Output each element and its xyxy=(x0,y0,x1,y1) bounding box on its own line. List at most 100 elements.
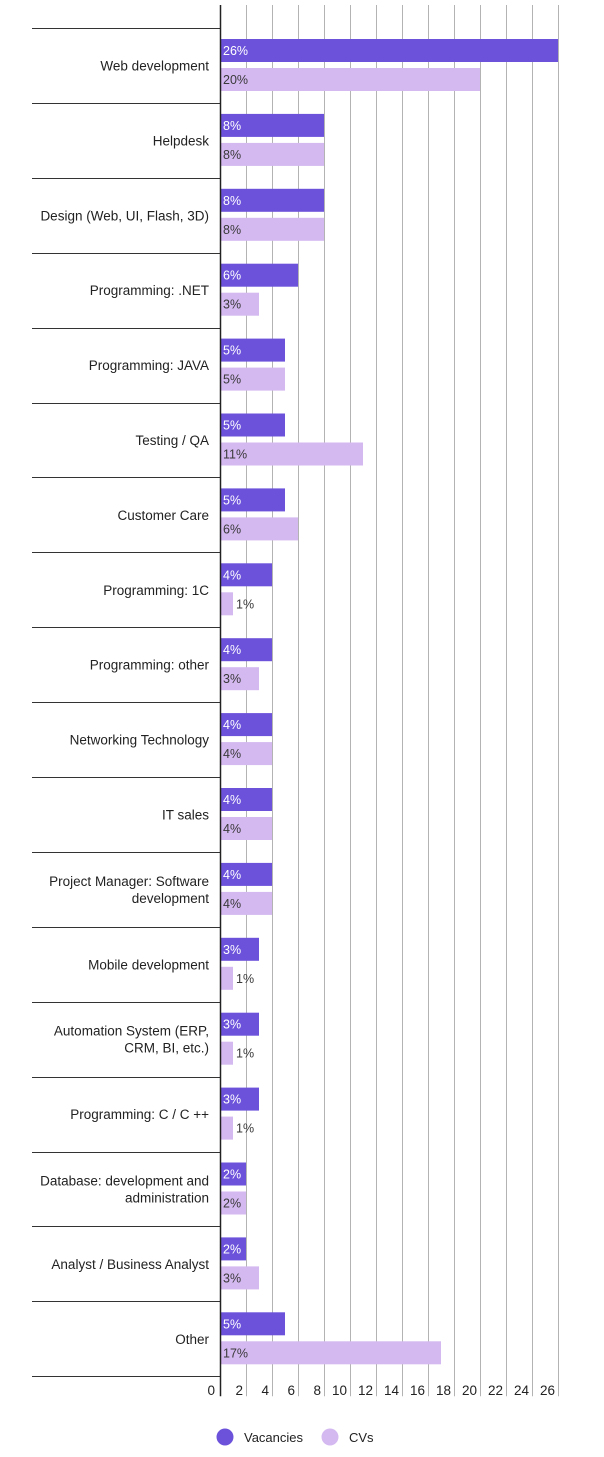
x-tick-label: 14 xyxy=(384,1383,400,1398)
vacancies-bar xyxy=(220,638,272,662)
vacancies-bar xyxy=(220,1087,259,1111)
bar-value-label: 3% xyxy=(223,943,241,957)
vacancies-bar xyxy=(220,338,285,362)
legend-cvs-marker xyxy=(321,1428,339,1446)
x-tick-label: 26 xyxy=(540,1383,555,1398)
vacancies-bar xyxy=(220,937,259,961)
bar-value-label: 1% xyxy=(236,1047,254,1061)
bar-value-label: 8% xyxy=(223,223,241,237)
category-label: Testing / QA xyxy=(135,433,209,448)
cvs-bar xyxy=(220,592,233,616)
bar-value-label: 26% xyxy=(223,44,248,58)
vacancies-bar xyxy=(220,788,272,811)
vacancies-bar xyxy=(220,413,285,437)
x-tick-label: 2 xyxy=(235,1383,243,1398)
bar-value-label: 8% xyxy=(223,148,241,162)
bar-value-label: 6% xyxy=(223,269,241,283)
cvs-bar xyxy=(220,1041,233,1065)
cvs-bar xyxy=(220,742,272,766)
legend-vacancies-label: Vacancies xyxy=(244,1430,304,1445)
bar-value-label: 2% xyxy=(223,1197,241,1211)
vacancies-bar xyxy=(220,39,558,62)
cvs-bar xyxy=(220,292,259,316)
cvs-bar xyxy=(220,142,324,166)
x-tick-label: 18 xyxy=(436,1383,451,1398)
cvs-bar xyxy=(220,891,272,915)
cvs-bar xyxy=(220,517,298,541)
category-label: Programming: other xyxy=(90,658,210,673)
cvs-bar xyxy=(220,217,324,241)
bar-value-label: 4% xyxy=(223,868,241,882)
x-tick-label: 8 xyxy=(313,1383,321,1398)
legend-cvs-label: CVs xyxy=(349,1430,374,1445)
bar-value-label: 3% xyxy=(223,298,241,312)
category-label: Programming: JAVA xyxy=(89,358,209,373)
x-tick-label: 10 xyxy=(332,1383,347,1398)
cvs-bar xyxy=(220,667,259,691)
cvs-bar xyxy=(220,966,233,990)
x-tick-label: 12 xyxy=(358,1383,373,1398)
bar-value-label: 1% xyxy=(236,972,254,986)
x-tick-label: 0 xyxy=(207,1383,215,1398)
bar-value-label: 4% xyxy=(223,793,241,807)
bar-value-label: 17% xyxy=(223,1346,248,1360)
bar-value-label: 4% xyxy=(223,568,241,582)
x-tick-label: 4 xyxy=(261,1383,269,1398)
vacancies-bar xyxy=(220,1162,246,1186)
bar-value-label: 6% xyxy=(223,522,241,536)
bar-value-label: 4% xyxy=(223,643,241,657)
bar-value-label: 3% xyxy=(223,1093,241,1107)
x-tick-label: 6 xyxy=(287,1383,295,1398)
bar-value-label: 5% xyxy=(223,493,241,507)
category-label: Automation System (ERP, xyxy=(54,1024,209,1039)
vacancies-bar xyxy=(220,713,272,737)
cvs-bar xyxy=(220,1266,259,1290)
category-label: development xyxy=(132,891,210,906)
cvs-bar xyxy=(220,1116,233,1140)
bar-value-label: 1% xyxy=(236,1122,254,1136)
bar-value-label: 5% xyxy=(223,344,241,358)
vacancies-bar xyxy=(220,862,272,886)
category-label: Mobile development xyxy=(88,957,209,972)
cvs-bar xyxy=(220,68,480,91)
bar-value-label: 4% xyxy=(223,718,241,732)
cvs-bar xyxy=(220,442,363,466)
category-label: Programming: 1C xyxy=(103,583,209,598)
vacancies-bar xyxy=(220,563,272,587)
cvs-bar xyxy=(220,1191,246,1215)
bar-value-label: 5% xyxy=(223,419,241,433)
bar-value-label: 5% xyxy=(223,373,241,387)
bar-value-label: 8% xyxy=(223,119,241,133)
vacancies-bar xyxy=(220,1012,259,1036)
bar-value-label: 4% xyxy=(223,747,241,761)
category-label: Web development xyxy=(100,58,209,73)
bar-value-label: 2% xyxy=(223,1242,241,1256)
bar-value-label: 3% xyxy=(223,672,241,686)
category-label: Networking Technology xyxy=(70,733,210,748)
category-label: CRM, BI, etc.) xyxy=(124,1041,209,1056)
bar-value-label: 4% xyxy=(223,897,241,911)
category-label: Programming: C / C ++ xyxy=(70,1107,209,1122)
category-label: Design (Web, UI, Flash, 3D) xyxy=(40,208,209,223)
category-label: Project Manager: Software xyxy=(49,874,209,889)
bar-value-label: 11% xyxy=(223,448,247,462)
category-label: Analyst / Business Analyst xyxy=(51,1257,209,1272)
category-label: IT sales xyxy=(162,807,209,822)
cvs-bar xyxy=(220,367,285,391)
x-tick-label: 20 xyxy=(462,1383,477,1398)
bar-value-label: 2% xyxy=(223,1168,241,1182)
bar-value-label: 4% xyxy=(223,822,241,836)
bar-value-label: 1% xyxy=(236,597,254,611)
bar-value-label: 8% xyxy=(223,194,241,208)
vacancies-bar xyxy=(220,1312,285,1336)
category-label: Programming: .NET xyxy=(90,283,209,298)
bar-value-label: 20% xyxy=(223,73,248,87)
category-label: Database: development and xyxy=(40,1173,209,1188)
bar-value-label: 3% xyxy=(223,1018,241,1032)
vacancies-bar xyxy=(220,113,324,137)
vacancies-bar xyxy=(220,263,298,287)
category-label: Helpdesk xyxy=(153,133,210,148)
bar-value-label: 5% xyxy=(223,1317,241,1331)
x-tick-label: 16 xyxy=(410,1383,425,1398)
